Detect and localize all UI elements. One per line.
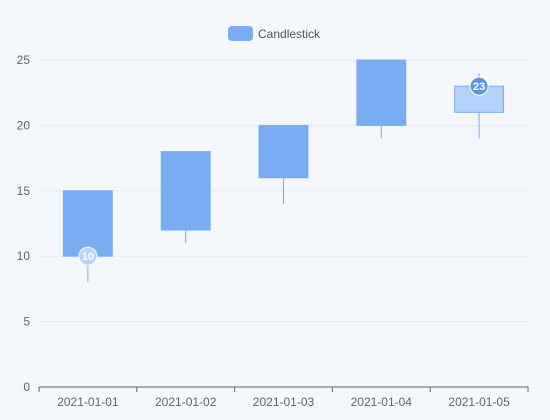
x-tick-label: 2021-01-05 bbox=[448, 395, 510, 409]
marker-point[interactable] bbox=[469, 76, 489, 96]
axes: 0 5 10 15 20 25 2021-01-01 2021-01-02 2021-01-03… bbox=[17, 53, 529, 409]
y-tick-label: 10 bbox=[17, 249, 31, 263]
x-tick-label: 2021-01-02 bbox=[155, 395, 217, 409]
candle-body[interactable] bbox=[62, 190, 113, 257]
legend-swatch[interactable] bbox=[228, 26, 253, 41]
marker-label: 23 bbox=[473, 81, 485, 93]
x-tick-label: 2021-01-04 bbox=[351, 395, 413, 409]
y-tick-label: 25 bbox=[17, 53, 31, 67]
candles bbox=[62, 59, 505, 283]
x-tick-label: 2021-01-01 bbox=[57, 395, 119, 409]
markers: 10 23 bbox=[78, 76, 489, 266]
candle-body[interactable] bbox=[258, 124, 309, 179]
legend-label[interactable]: Candlestick bbox=[258, 27, 321, 41]
candle-body[interactable] bbox=[356, 59, 407, 126]
legend[interactable]: Candlestick bbox=[228, 26, 321, 41]
y-tick-label: 0 bbox=[23, 380, 30, 394]
candle-body[interactable] bbox=[160, 151, 211, 231]
y-tick-label: 5 bbox=[23, 315, 30, 329]
marker-point[interactable] bbox=[78, 246, 98, 266]
y-tick-label: 15 bbox=[17, 184, 31, 198]
y-tick-label: 20 bbox=[17, 118, 31, 132]
marker-label: 10 bbox=[82, 251, 94, 263]
x-tick-label: 2021-01-03 bbox=[253, 395, 315, 409]
